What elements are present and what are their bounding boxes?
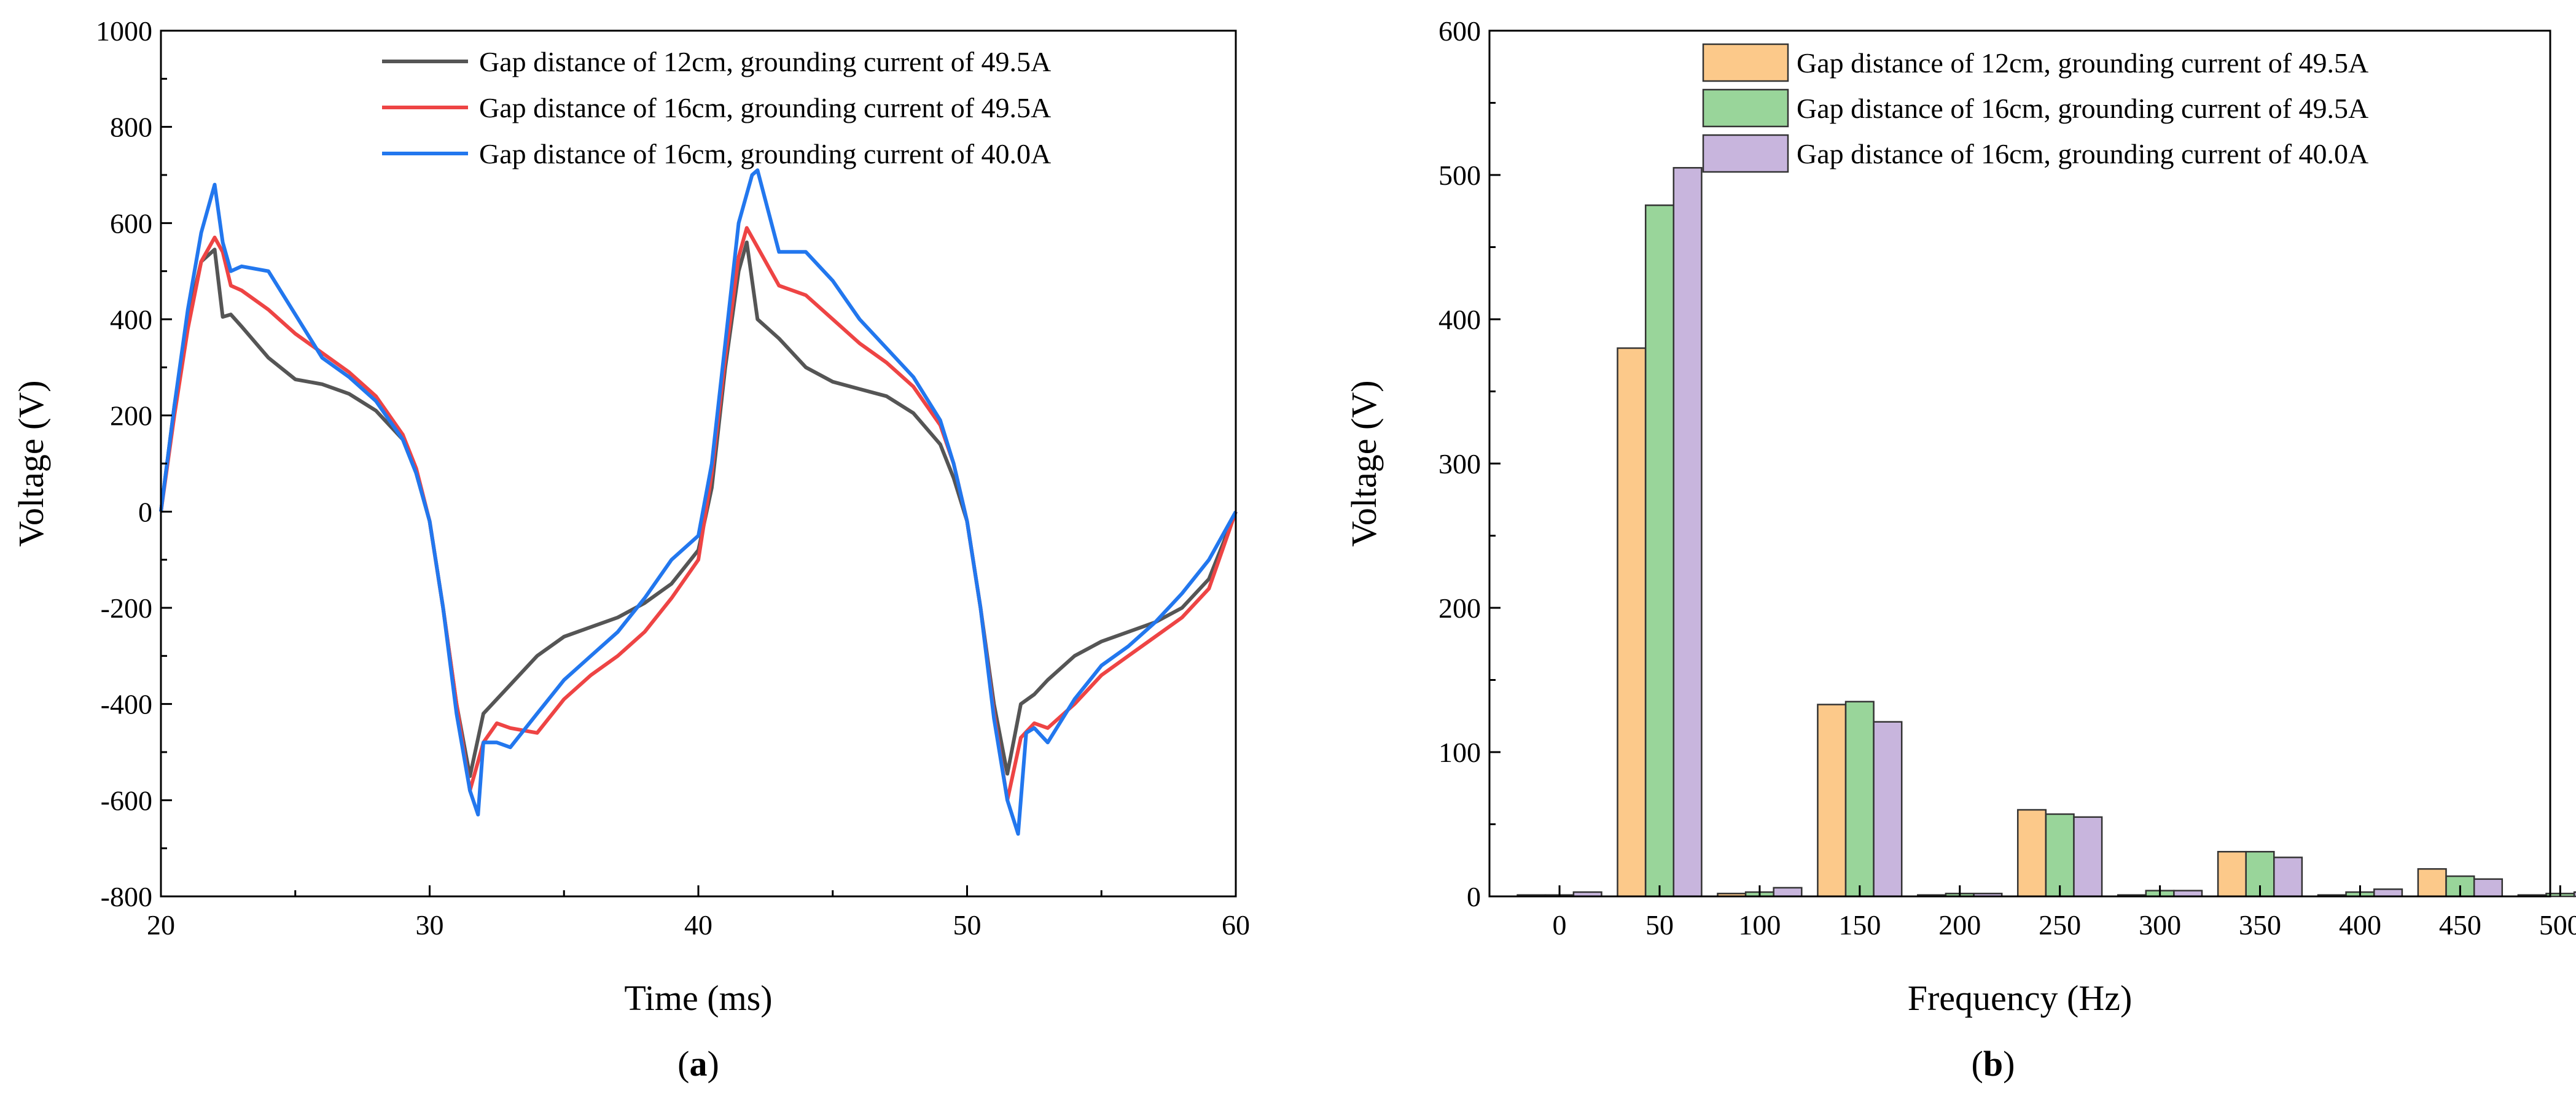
panel-b-caption: (b) — [1972, 1044, 2015, 1084]
bar-chart-plot-area — [1516, 167, 2576, 898]
y-tick-label: 200 — [110, 400, 152, 432]
bar-series-1-150 — [1817, 704, 1847, 898]
legend-swatch-2 — [1702, 88, 1789, 128]
y-tick-label: -400 — [101, 689, 152, 720]
bar-series-2-50 — [1644, 204, 1675, 898]
y-tick-label: 1000 — [96, 15, 152, 47]
y-tick-label: 600 — [110, 208, 152, 239]
y-tick-label: 400 — [1438, 304, 1481, 335]
legend-label-2: Gap distance of 16cm, grounding current … — [1797, 93, 2368, 124]
y-tick-label: 800 — [110, 112, 152, 143]
panel-a-caption: (a) — [677, 1044, 719, 1084]
bar-chart-x-axis-label: Frequency (Hz) — [1908, 978, 2133, 1018]
y-tick-label: -800 — [101, 881, 152, 912]
line-chart-legend: Gap distance of 12cm, grounding current … — [382, 46, 1051, 169]
x-tick-label: 40 — [684, 909, 712, 941]
x-tick-label: 20 — [147, 909, 175, 941]
panel-a-caption-letter: a — [690, 1044, 708, 1084]
x-tick-label: 350 — [2239, 909, 2281, 941]
x-tick-label: 400 — [2339, 909, 2381, 941]
bar-series-3-50 — [1672, 167, 1703, 898]
x-tick-label: 30 — [416, 909, 444, 941]
bar-series-1-450 — [2417, 868, 2447, 898]
line-chart-plot-area — [159, 168, 1238, 836]
bar-series-3-350 — [2273, 856, 2303, 898]
bar-series-2-150 — [1844, 701, 1875, 898]
bar-series-3-450 — [2473, 878, 2504, 898]
x-tick-label: 100 — [1738, 909, 1781, 941]
y-tick-label: 100 — [1438, 737, 1481, 768]
bar-series-3-150 — [1873, 721, 1903, 898]
y-tick-label: 500 — [1438, 160, 1481, 191]
x-tick-label: 250 — [2039, 909, 2081, 941]
bar-series-1-250 — [2016, 809, 2047, 898]
panel-b-caption-letter: b — [1983, 1044, 2003, 1084]
y-tick-label: 0 — [138, 496, 152, 527]
bar-series-3-500 — [2573, 891, 2576, 898]
legend-label-1: Gap distance of 12cm, grounding current … — [479, 46, 1051, 77]
bar-series-3-250 — [2073, 816, 2103, 898]
x-tick-label: 50 — [1645, 909, 1674, 941]
legend-label-2: Gap distance of 16cm, grounding current … — [479, 92, 1051, 123]
legend-label-3: Gap distance of 16cm, grounding current … — [479, 138, 1051, 169]
line-chart-ticks: 20 30 40 50 60 -800 -600 -400 -200 0 200 400 600 800 1… — [96, 15, 1250, 941]
y-tick-label: 200 — [1438, 592, 1481, 624]
legend-swatch-3 — [1702, 134, 1789, 173]
x-tick-label: 200 — [1938, 909, 1981, 941]
x-tick-label: 450 — [2439, 909, 2481, 941]
line-chart-y-axis-label: Voltage (V) — [11, 380, 51, 546]
x-tick-label: 150 — [1838, 909, 1881, 941]
y-tick-label: 0 — [1467, 881, 1481, 912]
series-line-1 — [159, 240, 1238, 779]
legend-label-1: Gap distance of 12cm, grounding current … — [1797, 47, 2368, 79]
bar-chart-panel: 0 50 100 150 200 250 300 350 400 450 500 0 100 200 300… — [1344, 15, 2576, 1084]
legend-swatch-1 — [1702, 43, 1789, 82]
y-tick-label: 400 — [110, 304, 152, 335]
x-tick-label: 60 — [1222, 909, 1250, 941]
line-chart-x-axis-label: Time (ms) — [624, 978, 772, 1018]
x-tick-label: 0 — [1553, 909, 1567, 941]
y-tick-label: 300 — [1438, 448, 1481, 480]
bar-chart-y-axis-label: Voltage (V) — [1344, 380, 1384, 546]
bar-chart-ticks: 0 50 100 150 200 250 300 350 400 450 500 0 100 200 300… — [1438, 15, 2576, 941]
x-tick-label: 300 — [2139, 909, 2181, 941]
bar-series-1-50 — [1617, 347, 1647, 898]
legend-label-3: Gap distance of 16cm, grounding current … — [1797, 138, 2368, 169]
bar-series-3-400 — [2373, 888, 2403, 898]
bar-series-3-100 — [1773, 887, 1803, 898]
y-tick-label: 600 — [1438, 15, 1481, 47]
series-line-3 — [159, 168, 1238, 836]
line-chart-panel: 20 30 40 50 60 -800 -600 -400 -200 0 200 400 600 800 1… — [11, 15, 1250, 1084]
bar-series-2-250 — [2045, 813, 2075, 898]
x-tick-label: 50 — [953, 909, 982, 941]
bar-series-1-350 — [2217, 850, 2247, 898]
x-tick-label: 500 — [2539, 909, 2576, 941]
y-tick-label: -600 — [101, 785, 152, 816]
series-line-2 — [159, 226, 1238, 802]
y-tick-label: -200 — [101, 592, 152, 624]
bar-chart-legend: Gap distance of 12cm, grounding current … — [1702, 43, 2368, 173]
